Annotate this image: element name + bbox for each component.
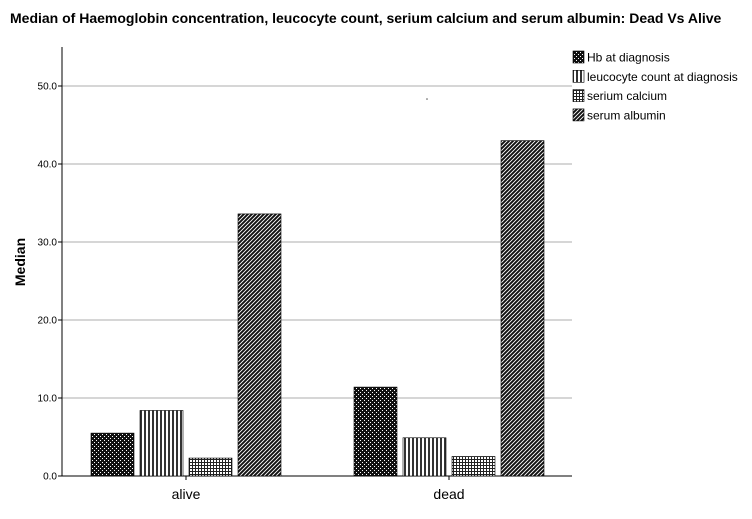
legend-swatch [572, 70, 585, 83]
bar [90, 432, 135, 477]
legend-swatch [572, 50, 585, 64]
bar [237, 213, 282, 477]
bar [402, 437, 447, 477]
bar [353, 386, 398, 477]
legend-label: serium calcium [587, 89, 667, 103]
bar [451, 456, 496, 477]
x-tick-label: dead [433, 486, 464, 502]
gridlines [62, 85, 572, 399]
x-tick-label: alive [172, 486, 201, 502]
legend-swatch [572, 89, 585, 102]
legend: Hb at diagnosis leucocyte count at diagno… [572, 50, 738, 122]
y-tick-label: 20.0 [38, 316, 58, 327]
y-tick-label: 10.0 [38, 394, 58, 405]
legend-label: Hb at diagnosis [587, 51, 670, 65]
y-tick-labels: 0.0 10.0 20.0 30.0 40.0 50.0 [38, 82, 62, 483]
legend-swatch [572, 108, 585, 122]
chart-title: Median of Haemoglobin concentration, leu… [10, 10, 722, 26]
bar [188, 457, 233, 477]
y-tick-label: 50.0 [38, 82, 58, 93]
y-tick-label: 0.0 [43, 472, 57, 483]
bars [90, 140, 545, 477]
bar [139, 410, 184, 477]
y-tick-label: 40.0 [38, 160, 58, 171]
bar [500, 140, 545, 477]
legend-label: leucocyte count at diagnosis [587, 70, 738, 84]
legend-label: serum albumin [587, 108, 666, 122]
y-axis-label: Median [12, 238, 28, 286]
stray-dot [426, 98, 428, 100]
x-tick-labels: alive dead [172, 476, 465, 502]
y-tick-label: 30.0 [38, 238, 58, 249]
